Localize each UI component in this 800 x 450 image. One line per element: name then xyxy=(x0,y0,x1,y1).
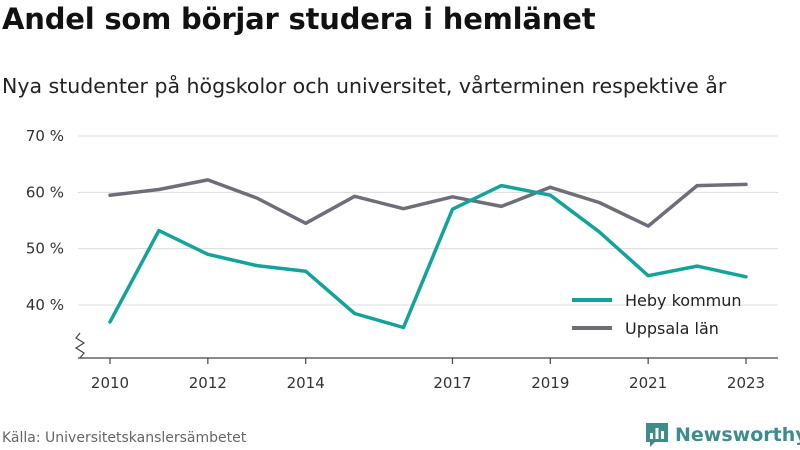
series-line-heby-kommun xyxy=(108,183,748,330)
x-axis: 2010 2012 2014 2017 2019 2021 2023 xyxy=(78,357,778,392)
brand-name: Newsworthy xyxy=(675,424,800,446)
x-tick-label: 2010 xyxy=(91,374,129,392)
x-tick-label: 2014 xyxy=(287,374,325,392)
legend-label: Heby kommun xyxy=(625,291,742,310)
chart-title: Andel som börjar studera i hemlänet xyxy=(2,2,596,36)
newsworthy-icon xyxy=(646,423,668,447)
grid-lines xyxy=(78,135,778,306)
y-tick-label: 60 % xyxy=(26,183,64,201)
x-tick-label: 2019 xyxy=(531,374,569,392)
y-tick-label: 70 % xyxy=(26,127,64,145)
y-axis-ticks: 40 % 50 % 60 % 70 % xyxy=(26,127,86,359)
chart-subtitle: Nya studenter på högskolor och universit… xyxy=(2,74,727,98)
series-lines xyxy=(108,178,748,330)
line-chart: 40 % 50 % 60 % 70 % 2010 2012 2014 2017 2019 202… xyxy=(26,127,778,392)
y-tick-label: 40 % xyxy=(26,296,64,314)
source-note: Källa: Universitetskanslersämbetet xyxy=(2,430,247,446)
brand-logo[interactable]: Newsworthy xyxy=(645,421,800,449)
x-tick-label: 2012 xyxy=(189,374,227,392)
legend: Heby kommun Uppsala län xyxy=(572,291,742,338)
axis-break-icon xyxy=(74,332,86,359)
x-tick-label: 2017 xyxy=(433,374,471,392)
x-tick-label: 2021 xyxy=(629,374,667,392)
x-tick-label: 2023 xyxy=(727,374,765,392)
y-tick-label: 50 % xyxy=(26,240,64,258)
series-line-uppsala-län xyxy=(108,178,748,228)
legend-label: Uppsala län xyxy=(625,319,719,338)
